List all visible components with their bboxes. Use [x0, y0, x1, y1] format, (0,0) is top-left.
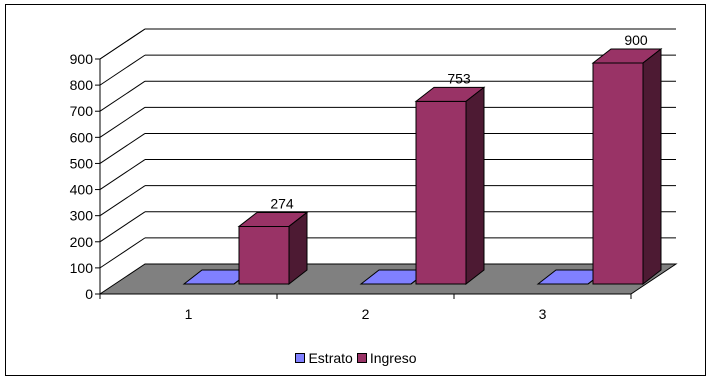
y-tick-label: 900: [70, 51, 94, 67]
y-tick-label: 500: [70, 155, 94, 171]
bar-front: [592, 62, 644, 285]
gridline-side: [99, 237, 146, 269]
bar-side: [642, 47, 662, 286]
chart-frame: [5, 4, 706, 376]
gridline-side: [99, 28, 146, 60]
legend-label: Ingreso: [369, 350, 417, 366]
y-tick-label: 300: [70, 208, 94, 224]
y-tick-label: 600: [70, 129, 94, 145]
x-tick-label: 2: [362, 306, 370, 322]
data-label: 753: [447, 70, 471, 86]
bar-side: [288, 211, 308, 286]
data-label: 900: [624, 32, 648, 48]
x-tick-label: 1: [185, 306, 193, 322]
y-tick-label: 100: [70, 260, 94, 276]
gridline-side: [99, 211, 146, 243]
y-tick-label: 200: [70, 234, 94, 250]
legend-item: Estrato: [295, 350, 353, 366]
gridline-side: [99, 159, 146, 190]
legend-label: Estrato: [308, 350, 353, 366]
legend-swatch: [356, 353, 367, 363]
bar-front: [415, 100, 467, 285]
legend: Estrato Ingreso: [0, 350, 712, 366]
y-tick-label: 800: [70, 77, 94, 93]
y-tick-label: 700: [70, 103, 94, 119]
legend-swatch: [295, 353, 306, 363]
data-label: 274: [270, 195, 294, 211]
y-tick-label: 0: [85, 286, 93, 302]
gridline-side: [99, 185, 146, 217]
bar-side: [465, 86, 485, 286]
gridline-side: [99, 80, 146, 112]
legend-item: Ingreso: [356, 350, 417, 366]
y-tick-label: 400: [70, 182, 94, 198]
gridline-side: [99, 106, 146, 138]
gridline-side: [99, 133, 146, 164]
bar-front: [238, 225, 290, 285]
gridline-side: [99, 54, 146, 86]
x-tick-label: 3: [539, 306, 547, 322]
